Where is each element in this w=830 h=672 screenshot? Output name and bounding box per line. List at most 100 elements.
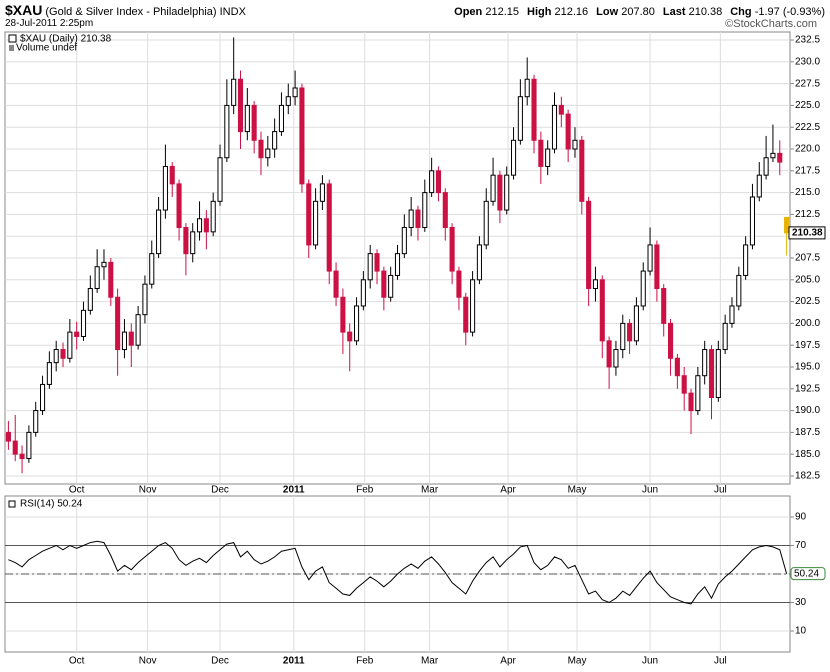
candle-body bbox=[770, 152, 776, 159]
candle-body bbox=[524, 78, 530, 98]
quote-value: 207.80 bbox=[621, 6, 655, 18]
candle-body bbox=[497, 174, 503, 211]
candle-body bbox=[33, 410, 39, 433]
x-tick-label: Jul bbox=[714, 656, 727, 667]
legend: $XAU (Daily) 210.38 bbox=[20, 34, 112, 45]
candle-body bbox=[183, 226, 189, 255]
candle-body bbox=[278, 104, 285, 133]
rsi-last-label: 50.24 bbox=[794, 568, 819, 579]
candle-body bbox=[210, 200, 216, 233]
candle-body bbox=[162, 165, 168, 211]
candle-body bbox=[313, 200, 319, 246]
candle-body bbox=[483, 200, 489, 246]
candle-body bbox=[449, 226, 455, 272]
x-tick-label: Jun bbox=[642, 485, 658, 496]
y-tick-label: 222.5 bbox=[795, 122, 820, 133]
y-tick-label: 225.0 bbox=[795, 100, 820, 111]
candle-body bbox=[251, 104, 257, 141]
candle-body bbox=[688, 392, 694, 412]
candle-body bbox=[640, 270, 646, 307]
candle-body bbox=[94, 266, 100, 290]
candle-body bbox=[456, 270, 462, 298]
candle-body bbox=[381, 270, 387, 298]
x-tick-label: Apr bbox=[500, 485, 516, 496]
candle-body bbox=[128, 331, 134, 346]
candle-body bbox=[367, 253, 373, 281]
y-tick-label: 217.5 bbox=[795, 165, 820, 176]
candle-body bbox=[777, 152, 783, 163]
volume-label: Volume undef bbox=[16, 43, 77, 54]
y-tick-label: 10 bbox=[795, 626, 807, 637]
brand[interactable]: ©StockCharts.com bbox=[725, 18, 817, 30]
candle-body bbox=[196, 218, 203, 233]
candle-body bbox=[531, 78, 537, 141]
candle-body bbox=[46, 362, 52, 385]
candle-body bbox=[579, 139, 585, 202]
candle-body bbox=[572, 139, 578, 150]
x-tick-label: Nov bbox=[139, 656, 157, 667]
candle-body bbox=[108, 261, 114, 298]
y-tick-label: 185.0 bbox=[795, 449, 820, 460]
y-tick-label: 190.0 bbox=[795, 405, 820, 416]
x-tick-label: Oct bbox=[69, 485, 85, 496]
candle-body bbox=[422, 192, 428, 228]
time-row: 28-Jul-2011 2:25pm ©StockCharts.com bbox=[5, 18, 825, 31]
quote-value: 210.38 bbox=[688, 6, 723, 18]
candle-body bbox=[408, 209, 414, 228]
rsi-title: RSI(14) 50.24 bbox=[20, 499, 83, 510]
candle-body bbox=[743, 244, 749, 276]
x-tick-label: 2011 bbox=[283, 656, 305, 667]
candle-body bbox=[463, 296, 469, 333]
candle-body bbox=[101, 261, 107, 268]
quote-label: Chg bbox=[730, 6, 752, 18]
candle-body bbox=[292, 87, 298, 98]
quote-value: 212.15 bbox=[485, 6, 519, 18]
candle-body bbox=[353, 305, 360, 342]
y-tick-label: 220.0 bbox=[795, 144, 820, 155]
candle-body bbox=[715, 349, 721, 399]
last-price-tag bbox=[788, 226, 826, 240]
candle-body bbox=[586, 200, 592, 290]
last-price-label: 210.38 bbox=[792, 228, 823, 239]
candle-body bbox=[565, 113, 571, 150]
candle-body bbox=[490, 174, 496, 202]
candle-body bbox=[661, 288, 667, 324]
candle-body bbox=[729, 305, 735, 324]
candle-body bbox=[470, 279, 476, 333]
y-tick-label: 197.5 bbox=[795, 340, 820, 351]
x-tick-label: May bbox=[568, 656, 587, 667]
x-tick-label: Dec bbox=[211, 485, 229, 496]
rsi-tag bbox=[790, 567, 826, 581]
quote-label: Open bbox=[454, 6, 483, 18]
candle-body bbox=[244, 104, 250, 133]
candle-body bbox=[517, 96, 523, 141]
y-tick-label: 200.0 bbox=[795, 318, 820, 329]
exchange: INDX bbox=[219, 6, 246, 18]
y-tick-label: 212.5 bbox=[795, 209, 820, 220]
index-name: (Gold & Silver Index - Philadelphia) bbox=[45, 6, 217, 18]
rsi-icon bbox=[8, 500, 16, 508]
candle-body bbox=[285, 96, 291, 106]
x-tick-label: 2011 bbox=[283, 485, 305, 496]
candle-body bbox=[67, 331, 73, 359]
candle-body bbox=[203, 218, 209, 233]
candle-body bbox=[149, 253, 155, 285]
quote-item: Last 210.38 bbox=[663, 6, 722, 18]
legend-icon bbox=[8, 34, 17, 43]
quote: Open 212.15 High 212.16 Low 207.80 Last 210… bbox=[454, 6, 825, 18]
candle-body bbox=[510, 139, 517, 176]
candle-body bbox=[74, 331, 80, 337]
quote-label: Low bbox=[596, 6, 619, 18]
candle-body bbox=[135, 314, 141, 346]
y-tick-label: 70 bbox=[795, 540, 807, 551]
y-tick-label: 90 bbox=[795, 512, 807, 523]
x-tick-label: Feb bbox=[356, 656, 374, 667]
y-tick-label: 30 bbox=[795, 597, 807, 608]
candle-body bbox=[5, 431, 11, 442]
volume-icon bbox=[9, 45, 14, 51]
candle-body bbox=[12, 440, 18, 455]
quote-item: Chg -1.97 (-0.93%) bbox=[730, 6, 825, 18]
x-tick-label: Jun bbox=[642, 656, 658, 667]
